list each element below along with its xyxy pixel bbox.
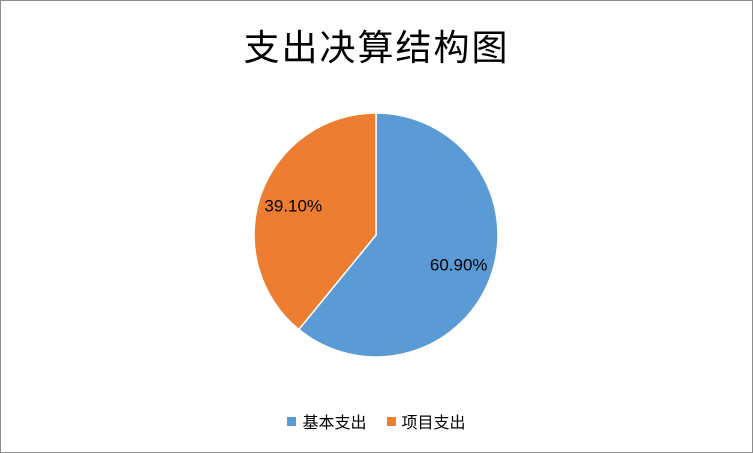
- legend-label-project: 项目支出: [401, 413, 466, 432]
- legend-entry-basic: 基本支出: [287, 409, 367, 433]
- chart-title: 支出决算结构图: [243, 28, 510, 69]
- legend-swatch-project: [386, 416, 396, 426]
- pie-slice-project: [253, 112, 377, 331]
- pie-slice-basic: [297, 112, 499, 358]
- legend-entry-project: 项目支出: [386, 409, 466, 433]
- legend-swatch-basic: [287, 416, 297, 426]
- legend: 基本支出 项目支出: [1, 409, 752, 433]
- slice-label-basic: 60.90%: [430, 255, 488, 274]
- slice-label-project: 39.10%: [264, 197, 322, 216]
- legend-label-basic: 基本支出: [302, 413, 367, 432]
